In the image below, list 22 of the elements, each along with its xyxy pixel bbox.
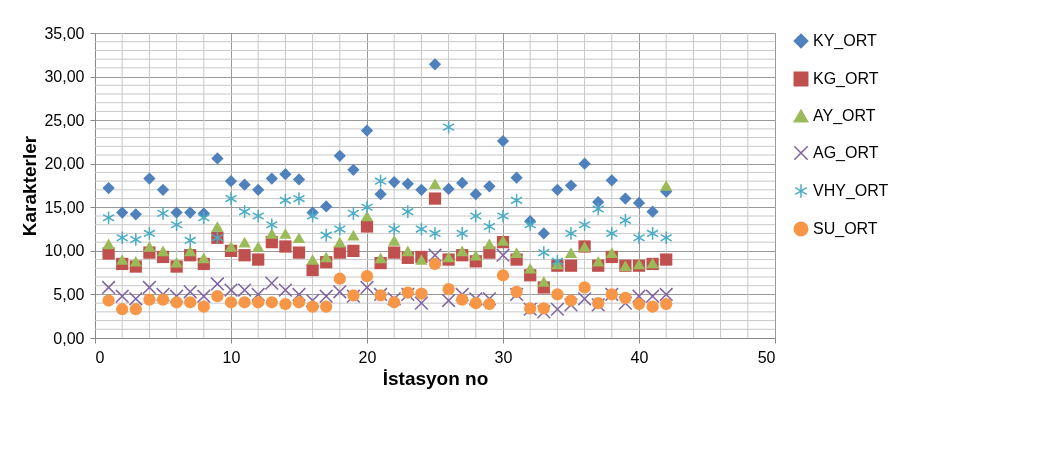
y-tick-label: 35,00 — [44, 24, 85, 42]
x-axis-title: İstasyon no — [382, 367, 489, 389]
x-tick-label: 20 — [358, 348, 377, 366]
x-tick-label: 30 — [494, 348, 513, 366]
legend-label: VHY_ORT — [813, 182, 889, 200]
y-tick-label: 30,00 — [44, 68, 85, 86]
legend-label: KG_ORT — [813, 70, 879, 88]
y-tick-label: 10,00 — [44, 242, 85, 260]
y-tick-label: 0,00 — [53, 329, 85, 347]
y-axis-title: Karakterler — [19, 135, 41, 237]
legend-label: AY_ORT — [813, 107, 876, 125]
y-tick-label: 20,00 — [44, 155, 85, 173]
x-tick-label: 40 — [630, 348, 649, 366]
x-tick-label: 0 — [95, 348, 105, 366]
legend-label: AG_ORT — [813, 144, 879, 162]
x-tick-label: 50 — [757, 348, 776, 366]
y-tick-label: 25,00 — [44, 111, 85, 129]
x-tick-label: 10 — [222, 348, 241, 366]
y-tick-label: 5,00 — [53, 285, 85, 303]
legend-label: SU_ORT — [813, 220, 878, 238]
y-tick-label: 15,00 — [44, 198, 85, 216]
legend-label: KY_ORT — [813, 32, 877, 50]
